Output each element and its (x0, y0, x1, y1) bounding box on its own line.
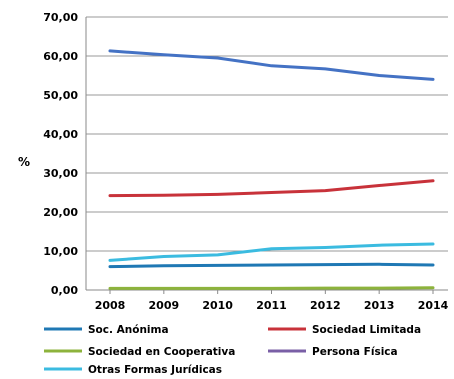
y-tick-labels: 0,00 10,00 20,00 30,00 40,00 50,00 60,00 70,00 (43, 11, 78, 297)
series-line-sociedad-en-cooperativa (108, 286, 435, 290)
y-axis-label: % (18, 155, 30, 169)
series-line-sociedad-limitada (108, 179, 435, 198)
series-line-persona-fisica (108, 49, 435, 81)
x-tick-labels: 2008 2009 2010 2011 2012 2013 2014 (95, 299, 449, 312)
series-line-otras-formas-juridicas (108, 242, 435, 262)
y-tick-label: 20,00 (43, 206, 78, 219)
legend-label-persona-fisica: Persona Física (312, 346, 398, 358)
y-tick-label: 0,00 (51, 284, 78, 297)
x-tick-label: 2013 (364, 299, 395, 312)
series-lines (108, 49, 435, 290)
legend-label-soc-anonima: Soc. Anónima (88, 324, 169, 336)
legend-label-sociedad-limitada: Sociedad Limitada (312, 324, 421, 336)
y-tick-label: 70,00 (43, 11, 78, 24)
y-tick-label: 40,00 (43, 128, 78, 141)
legend: Soc. Anónima Sociedad Limitada Sociedad en… (44, 324, 421, 376)
x-tick-label: 2008 (95, 299, 126, 312)
x-tick-label: 2009 (149, 299, 180, 312)
x-tick-label: 2011 (256, 299, 287, 312)
legend-label-otras-formas-juridicas: Otras Formas Jurídicas (88, 364, 222, 376)
legend-label-sociedad-en-cooperativa: Sociedad en Cooperativa (88, 346, 235, 358)
x-tick-label: 2012 (310, 299, 341, 312)
y-tick-label: 50,00 (43, 89, 78, 102)
y-tick-label: 60,00 (43, 50, 78, 63)
x-tick-label: 2014 (418, 299, 449, 312)
y-tick-label: 30,00 (43, 167, 78, 180)
gridlines (86, 16, 448, 252)
axes (85, 17, 448, 294)
x-tick-label: 2010 (202, 299, 233, 312)
series-line-soc-anonima (108, 262, 435, 269)
y-tick-label: 10,00 (43, 245, 78, 258)
